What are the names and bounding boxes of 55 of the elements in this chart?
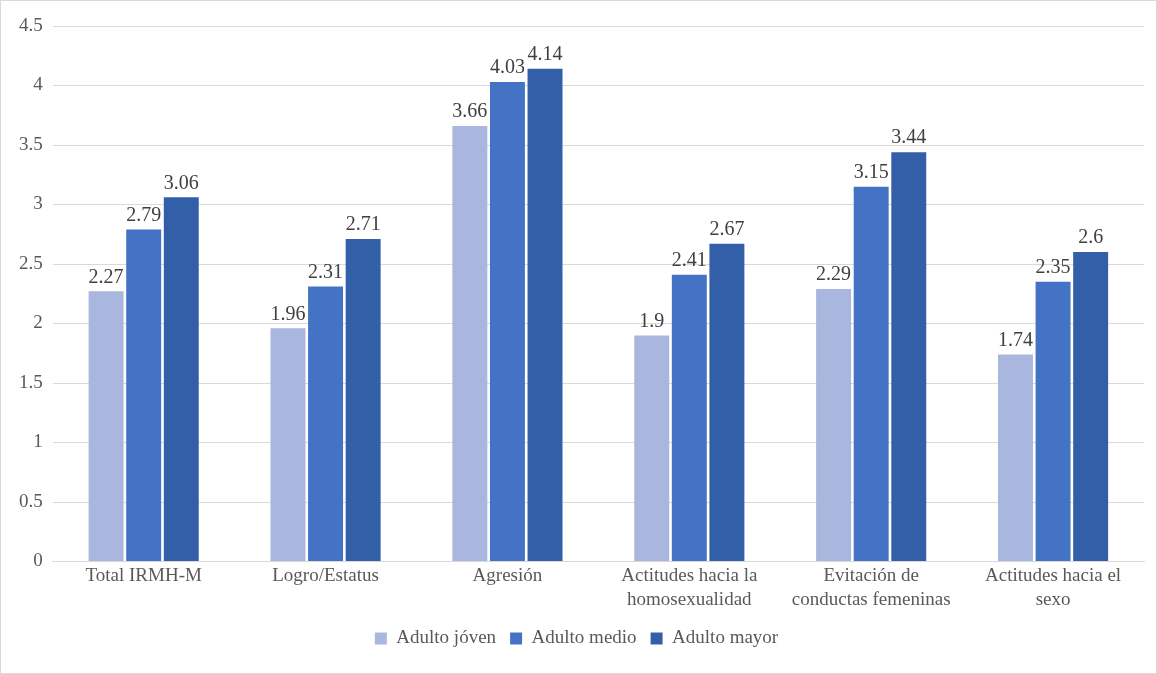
y-tick-label: 3.5: [19, 132, 43, 154]
bar: [308, 286, 344, 561]
bar: [891, 152, 927, 561]
bar: [853, 186, 889, 561]
data-label: 4.03: [489, 55, 525, 78]
y-tick-label: 0.5: [19, 489, 43, 511]
y-tick-label: 0: [33, 549, 43, 571]
bar: [671, 274, 707, 561]
y-tick-label: 2: [33, 311, 43, 333]
x-tick-label: Total IRMH-M: [85, 564, 202, 586]
bar: [489, 81, 525, 561]
x-tick-label: Actitudes hacia la homosexualidad: [621, 564, 758, 610]
bar: [1035, 281, 1071, 561]
data-label: 3.06: [163, 170, 199, 193]
data-label: 2.67: [709, 217, 745, 240]
x-tick-label: Evitación de conductas femeninas: [791, 564, 951, 610]
bar: [88, 291, 124, 561]
x-tick-label: Logro/Estatus: [272, 564, 379, 586]
data-label: 3.44: [891, 125, 927, 148]
bar: [998, 354, 1033, 561]
bar: [527, 68, 563, 561]
bar: [163, 197, 199, 561]
bar: [126, 229, 162, 561]
data-label: 2.71: [345, 212, 381, 235]
data-label: 2.35: [1035, 255, 1071, 278]
y-tick-label: 4.5: [19, 13, 43, 35]
data-label: 2.29: [816, 262, 852, 285]
data-label: 1.9: [639, 308, 665, 331]
data-label: 2.6: [1078, 225, 1104, 248]
bar: [816, 288, 852, 561]
bar: [709, 243, 745, 561]
legend-label: Adulto medio: [531, 626, 637, 648]
legend-label: Adulto jóven: [396, 626, 497, 648]
data-label: 2.27: [88, 264, 124, 287]
y-tick-label: 2.5: [19, 251, 43, 273]
y-tick-label: 1.5: [19, 370, 43, 392]
x-tick-label: Actitudes hacia el sexo: [985, 564, 1122, 610]
bar: [345, 239, 381, 561]
data-label: 3.66: [452, 99, 488, 122]
bar: [452, 125, 488, 561]
data-label: 2.79: [126, 202, 162, 225]
bar: [634, 335, 670, 561]
data-label: 2.31: [308, 259, 344, 282]
data-label: 1.96: [270, 301, 306, 324]
bar: [270, 328, 306, 561]
y-tick-label: 3: [33, 192, 43, 214]
legend-label: Adulto mayor: [672, 626, 779, 648]
data-label: 4.14: [527, 42, 563, 65]
data-label: 1.74: [997, 327, 1033, 350]
bar: [1073, 252, 1109, 561]
x-tick-label: Agresión: [472, 564, 543, 586]
data-label: 3.15: [853, 159, 889, 182]
y-tick-label: 4: [33, 73, 44, 95]
data-label: 2.41: [671, 247, 707, 270]
y-tick-label: 1: [33, 430, 43, 452]
